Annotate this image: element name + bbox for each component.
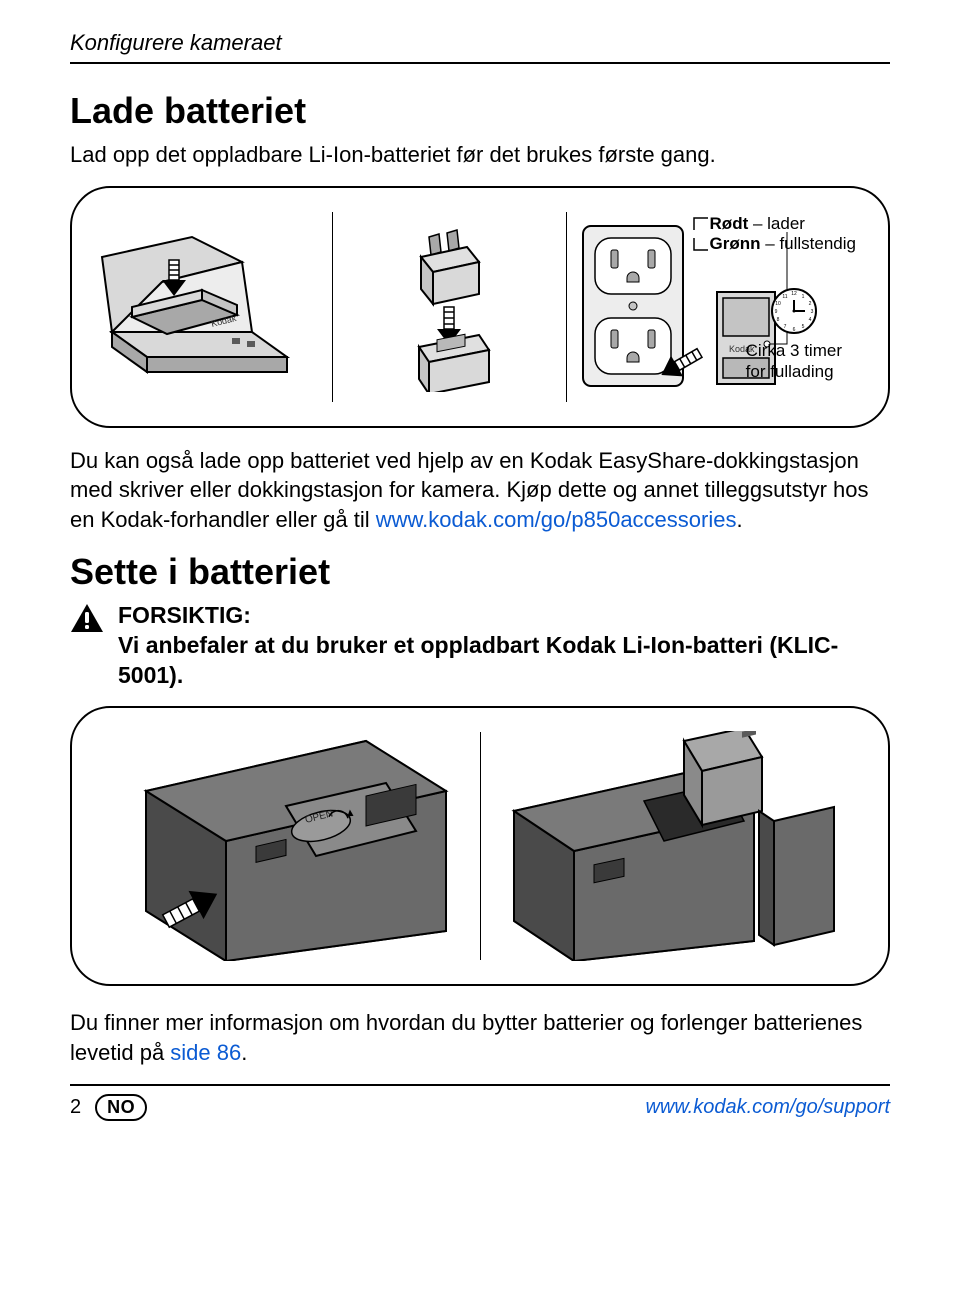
- legend-red-label: Rødt: [710, 214, 749, 233]
- page-number: 2: [70, 1096, 81, 1119]
- svg-text:9: 9: [774, 309, 777, 315]
- svg-text:1: 1: [801, 294, 804, 300]
- camera-insert-battery-illustration: [494, 731, 854, 961]
- plug-adapter-illustration: [379, 222, 509, 392]
- support-link[interactable]: www.kodak.com/go/support: [645, 1096, 890, 1119]
- charge-time-caption: 1212 345 678 91011 Cirka 3 timer for ful…: [746, 286, 842, 383]
- clock-caption-line2: for fullading: [746, 361, 842, 382]
- page-header-title: Konfigurere kameraet: [70, 30, 890, 56]
- svg-text:10: 10: [775, 301, 781, 307]
- svg-text:12: 12: [791, 291, 797, 297]
- accessories-link[interactable]: www.kodak.com/go/p850accessories: [376, 507, 737, 532]
- svg-text:4: 4: [808, 317, 811, 323]
- led-legend: Rødt – lader Grønn – fullstendig: [692, 214, 856, 254]
- warning-icon: [70, 603, 104, 633]
- header-rule: [70, 62, 890, 64]
- panel-charger: Kodak: [92, 212, 322, 402]
- legend-green-label: Grønn: [710, 234, 761, 253]
- page-footer: 2 NO www.kodak.com/go/support: [70, 1094, 890, 1121]
- legend-red-desc: lader: [767, 214, 805, 233]
- camera-open-door-illustration: OPEN: [106, 731, 466, 961]
- language-badge: NO: [95, 1094, 147, 1121]
- caution-block: FORSIKTIG: Vi anbefaler at du bruker et …: [70, 601, 890, 691]
- panel-plug-adapter: [332, 212, 556, 402]
- caution-text: Vi anbefaler at du bruker et oppladbart …: [118, 631, 890, 691]
- charger-illustration: Kodak: [92, 222, 322, 392]
- page-ref-link[interactable]: side 86: [170, 1040, 241, 1065]
- svg-text:7: 7: [783, 324, 786, 330]
- figure-charging-steps: Kodak: [70, 186, 890, 428]
- svg-text:2: 2: [808, 301, 811, 307]
- section1-body: Du kan også lade opp batteriet ved hjelp…: [70, 446, 890, 535]
- svg-text:11: 11: [782, 294, 787, 300]
- section-heading-charge: Lade batteriet: [70, 90, 890, 132]
- svg-text:6: 6: [792, 327, 795, 333]
- svg-text:3: 3: [810, 309, 813, 315]
- section1-body-post: .: [736, 507, 742, 532]
- panel-insert-battery: [480, 732, 869, 960]
- svg-text:5: 5: [801, 324, 804, 330]
- clock-icon: 1212 345 678 91011: [769, 286, 819, 336]
- svg-text:8: 8: [776, 317, 779, 323]
- figure-insert-battery: OPEN: [70, 706, 890, 986]
- legend-green-desc: fullstendig: [779, 234, 856, 253]
- caution-label: FORSIKTIG:: [118, 601, 890, 631]
- section3-body: Du finner mer informasjon om hvordan du …: [70, 1008, 890, 1067]
- clock-caption-line1: Cirka 3 timer: [746, 340, 842, 361]
- panel-wall-outlet: Kodak Rødt – lader Grønn – fullstendig: [566, 212, 868, 402]
- section1-intro: Lad opp det oppladbare Li-Ion-batteriet …: [70, 140, 890, 170]
- section-heading-insert: Sette i batteriet: [70, 551, 890, 593]
- section3-body-post: .: [241, 1040, 247, 1065]
- footer-rule: [70, 1084, 890, 1086]
- panel-open-door: OPEN: [92, 732, 480, 960]
